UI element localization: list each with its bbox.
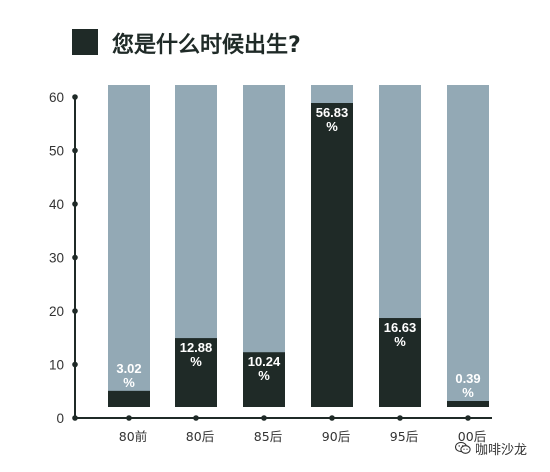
value-bar-5 [447,401,489,407]
y-tick-label-0: 0 [56,411,64,426]
wechat-icon [455,441,471,454]
y-tick-0 [72,415,78,421]
y-tick-label-4: 40 [49,197,64,212]
background-bars [108,85,489,407]
data-label-5: 0.39% [455,371,480,400]
y-tick-label-3: 30 [49,251,64,266]
watermark: 咖啡沙龙 [455,438,527,458]
axes: 80前 80后 85后 90后 95后 00后 0 10 20 30 40 50 60 [49,90,492,444]
data-label-1: 12.88% [180,340,213,369]
x-tick-label-5: 00后 [458,429,486,444]
title-marker [72,29,98,55]
chart-title: 您是什么时候出生? [112,33,301,58]
x-tick-label-2: 85后 [254,429,282,444]
y-tick-2 [72,308,78,314]
y-tick-6 [72,94,78,100]
x-tick-label-3: 90后 [322,429,350,444]
data-label-4: 16.63% [384,320,417,349]
y-tick-label-6: 60 [49,90,64,105]
data-labels: 3.02 % 12.88% 10.24 % 56.83 % 16.63 % 0.39% [116,105,480,400]
x-tick-label-0: 80前 [119,429,147,444]
y-tick-label-2: 20 [49,304,64,319]
watermark-text: 咖啡沙龙 [475,442,528,458]
y-tick-label-5: 50 [49,144,64,159]
background-bar-5 [447,85,489,407]
y-tick-3 [72,254,78,261]
value-bars [108,103,489,407]
value-bar-3 [311,103,353,407]
data-label-2: 10.24% [248,354,281,383]
x-tick-label-4: 95后 [390,429,418,444]
y-tick-label-1: 10 [49,358,64,373]
background-bar-0 [108,85,150,407]
value-bar-1 [175,338,217,407]
data-label-0: 3.02% [116,361,141,390]
chart-title-block: 您是什么时候出生? [0,0,550,70]
y-tick-1 [72,361,78,368]
y-tick-5 [72,147,78,154]
x-tick-label-1: 80后 [186,429,214,444]
value-bar-2 [243,352,285,407]
value-bar-0 [108,390,150,407]
y-tick-4 [72,201,78,207]
data-label-3: 56.83% [316,105,349,134]
value-bar-4 [379,318,421,407]
